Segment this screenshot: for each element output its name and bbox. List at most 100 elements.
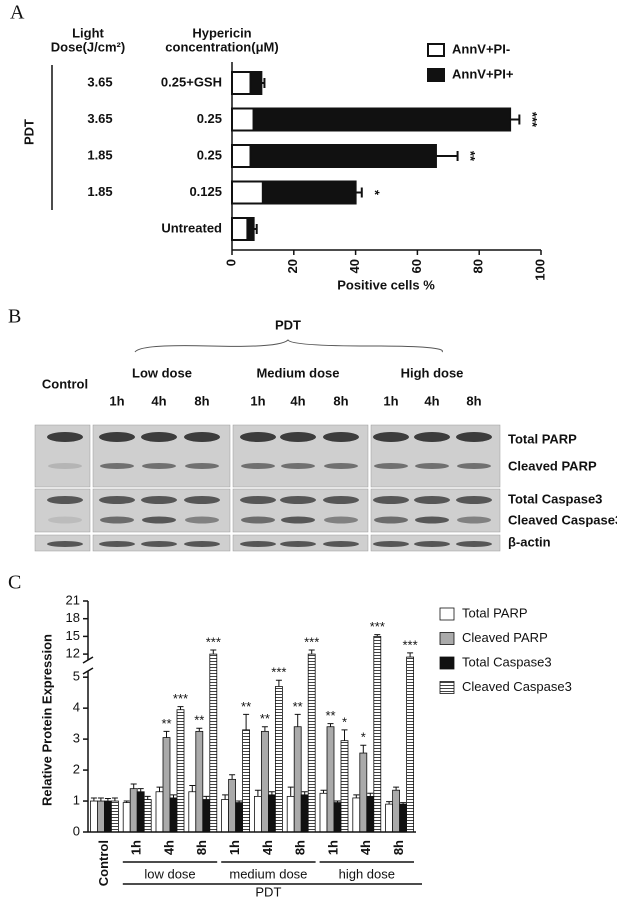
bar-segment (249, 71, 263, 95)
blot-band (374, 463, 408, 469)
significance: *** (206, 634, 221, 649)
bar (286, 795, 295, 833)
blot-band (323, 432, 359, 442)
x-tick-label: 100 (532, 259, 547, 281)
bar (136, 791, 145, 833)
bar (97, 800, 105, 833)
bar-segment (231, 107, 255, 132)
blot-band (457, 463, 491, 469)
error-bar (301, 791, 308, 795)
bar (235, 802, 244, 833)
error-bar (275, 679, 282, 687)
error-bar (111, 797, 118, 802)
blot-band (414, 541, 450, 547)
bar (319, 792, 328, 833)
axis-break (82, 656, 94, 675)
blot-band (47, 432, 83, 442)
group-label: PDT (275, 317, 301, 332)
band-label: Total Caspase3 (508, 491, 602, 506)
error-bar (261, 78, 266, 88)
error-bar (367, 792, 374, 797)
dose-value: 3.65 (87, 111, 112, 126)
bar (373, 636, 382, 833)
error-bar (90, 797, 97, 802)
blot-band (373, 432, 409, 442)
bar (406, 656, 415, 833)
blot-band (185, 516, 219, 524)
blot-band (374, 516, 408, 524)
error-bar (353, 794, 360, 798)
y-tick-label: 15 (66, 628, 80, 643)
dose-header: Light (72, 25, 104, 40)
legend-label: AnnV+PI+ (452, 66, 514, 81)
panel-c: Relative Protein Expression0123451215182… (39, 592, 571, 899)
blot-band (280, 541, 316, 547)
significance: *** (403, 637, 418, 652)
dose-value: 3.65 (87, 74, 112, 89)
blot-band (457, 516, 491, 524)
bar (209, 653, 218, 833)
error-bar (334, 800, 341, 803)
band-label: Total PARP (508, 431, 577, 446)
group-label: PDT (21, 119, 36, 145)
significance: * (361, 730, 366, 745)
significance: ** (463, 151, 478, 162)
bar (293, 726, 302, 833)
time-label: 4h (290, 393, 305, 408)
error-bar (308, 649, 315, 655)
bar (104, 800, 112, 833)
x-tick-label: 1h (129, 840, 144, 855)
blot-band (240, 432, 276, 442)
error-bar (400, 802, 407, 805)
legend-swatch (439, 681, 455, 694)
error-bar (123, 800, 130, 803)
blot-band (142, 463, 176, 469)
bar (385, 803, 394, 833)
x-axis-label: Positive cells % (337, 277, 435, 292)
blot-band (240, 496, 276, 504)
x-tick-label: 8h (293, 840, 308, 855)
time-label: 8h (194, 393, 209, 408)
error-bar (229, 774, 236, 780)
category-label: 0.25 (197, 111, 222, 126)
bar (169, 797, 178, 833)
bar (267, 794, 276, 833)
legend-label: Cleaved Caspase3 (462, 679, 572, 694)
dose-label: Low dose (132, 365, 192, 380)
dose-label: High dose (401, 365, 464, 380)
significance: * (342, 714, 347, 729)
time-label: 8h (466, 393, 481, 408)
blot-band (100, 463, 134, 469)
y-axis-label: Relative Protein Expression (39, 634, 54, 806)
time-label: 1h (250, 393, 265, 408)
legend-swatch (427, 43, 445, 57)
time-label: 1h (383, 393, 398, 408)
error-bar (261, 726, 268, 732)
x-tick-label: 40 (347, 259, 362, 273)
category-label: 0.125 (189, 184, 222, 199)
bar (352, 797, 361, 833)
blot-band (142, 516, 176, 524)
brace (134, 339, 443, 353)
band-label: Cleaved PARP (508, 458, 597, 473)
bar (340, 740, 349, 833)
blot-band (324, 463, 358, 469)
blot-band (456, 496, 492, 504)
error-bar (210, 649, 217, 655)
error-bar (144, 795, 151, 800)
blot-band (415, 516, 449, 524)
y-tick-label: 4 (73, 700, 80, 715)
blot-band (281, 463, 315, 469)
blot-band (280, 496, 316, 504)
significance: *** (370, 619, 385, 634)
bar (221, 799, 230, 833)
blot-strip (370, 488, 501, 533)
group-label: low dose (144, 866, 195, 881)
significance: ** (293, 699, 303, 714)
group-label: high dose (339, 866, 395, 881)
error-bar (435, 151, 459, 161)
blot-band (47, 496, 83, 504)
y-tick-label: 2 (73, 762, 80, 777)
blot-band (323, 496, 359, 504)
